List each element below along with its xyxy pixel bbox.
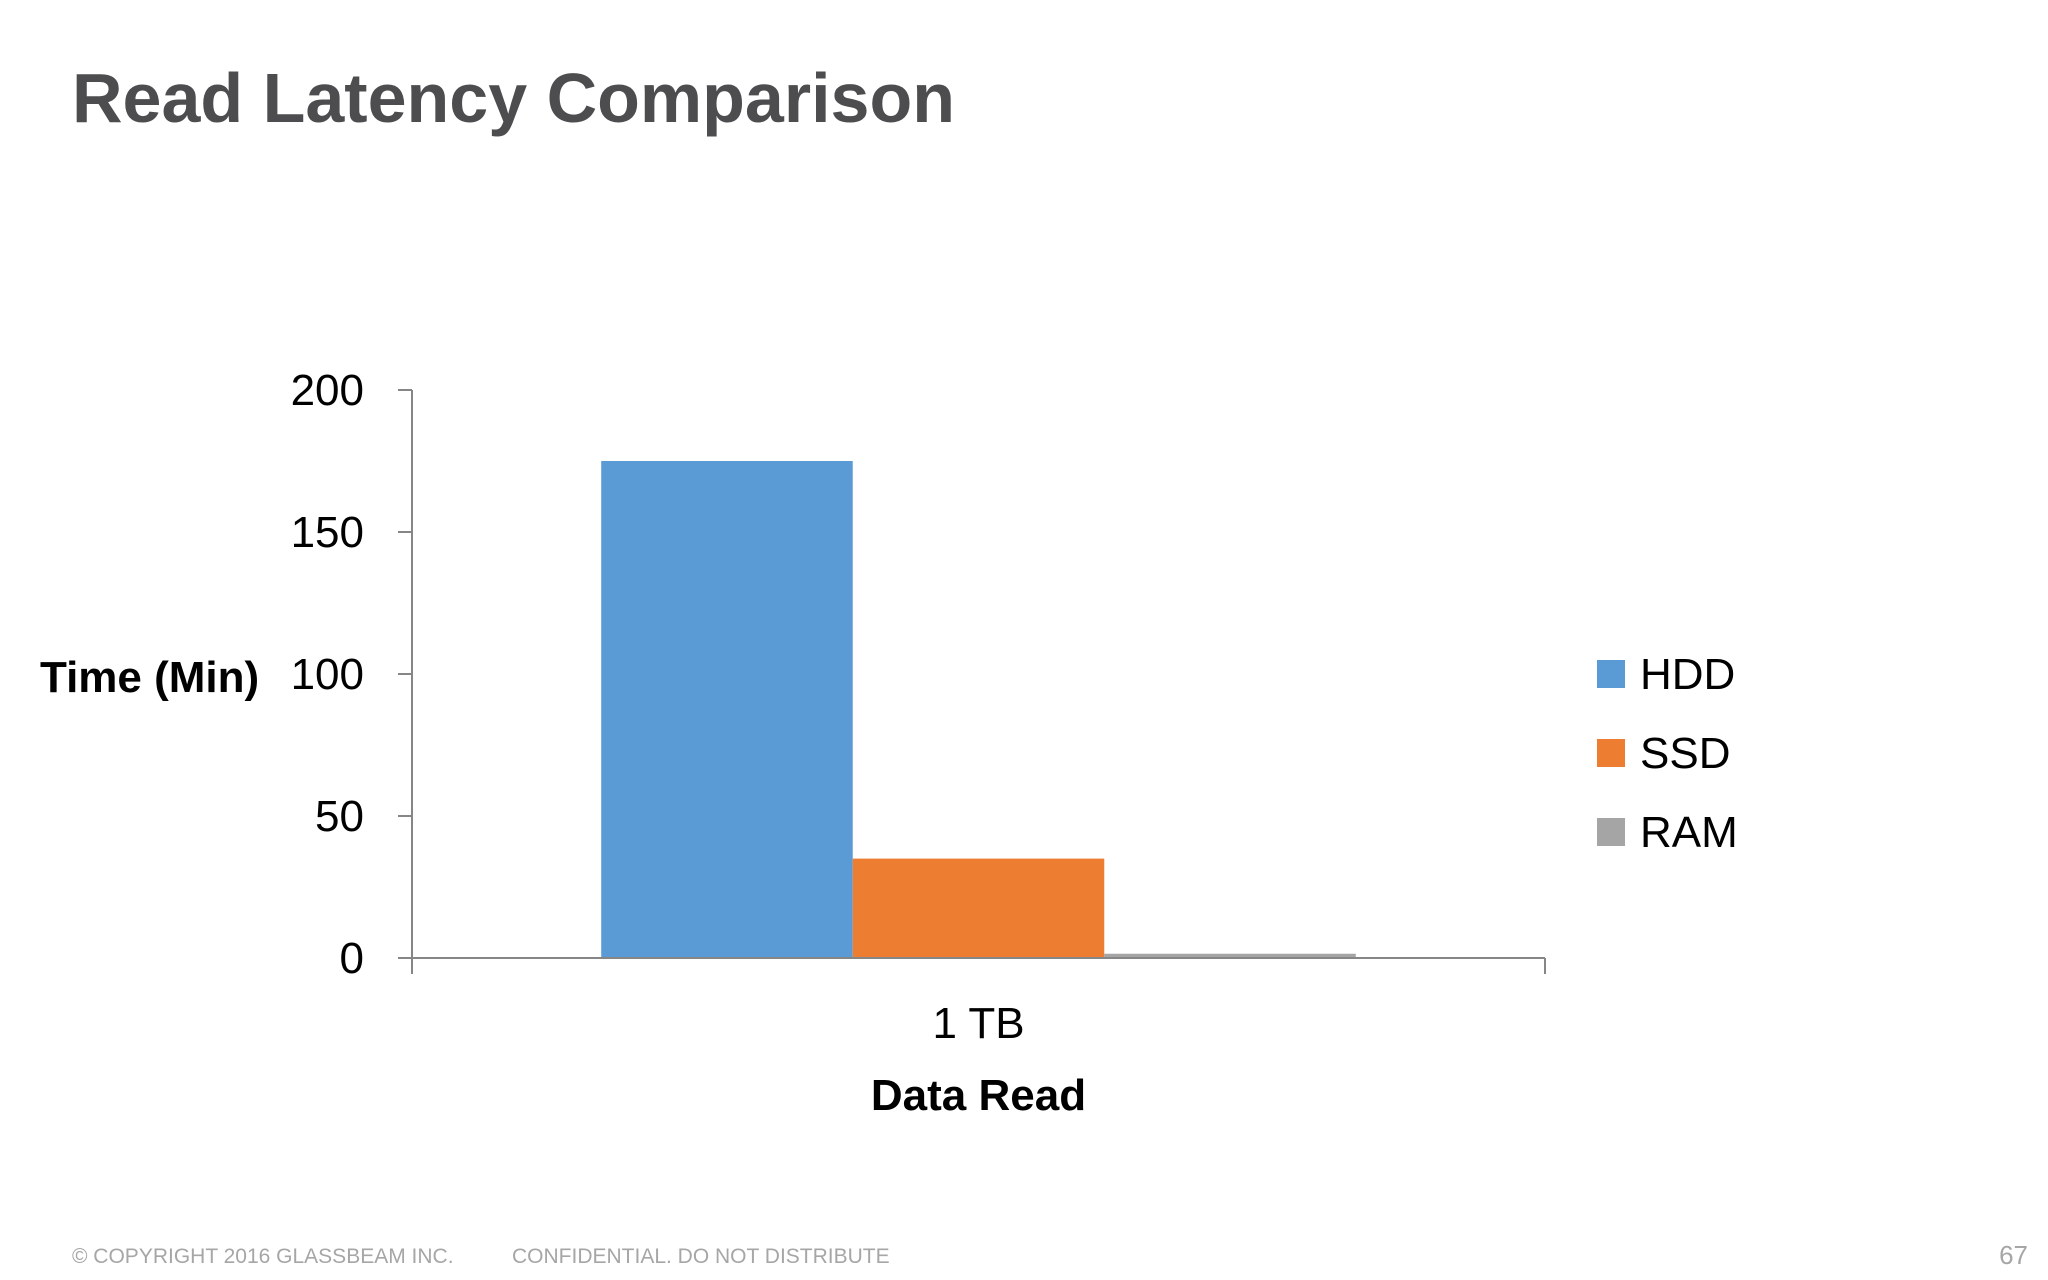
y-tick-label: 50 [315, 792, 364, 841]
y-tick-label: 100 [291, 650, 364, 699]
bar-ram [1104, 953, 1356, 958]
legend-label-hdd: HDD [1640, 650, 1735, 699]
bar-hdd [601, 461, 853, 958]
x-tick-label: 1 TB [932, 999, 1024, 1048]
legend-swatch-hdd [1597, 660, 1625, 688]
y-tick-label: 150 [291, 508, 364, 557]
page-number: 67 [1999, 1240, 2028, 1270]
x-axis-label: Data Read [871, 1071, 1086, 1120]
legend-label-ssd: SSD [1640, 729, 1730, 778]
legend-swatch-ram [1597, 818, 1625, 846]
bars [601, 461, 1356, 958]
footer-confidential: CONFIDENTIAL. DO NOT DISTRIBUTE [512, 1245, 890, 1268]
legend-swatch-ssd [1597, 739, 1625, 767]
x-axis-ticks: 1 TB [411, 958, 1546, 1048]
bar-chart: 0 50 100 150 200 1 TB Time (Min) Data Read H… [40, 366, 1738, 1120]
slide-title: Read Latency Comparison [72, 59, 955, 137]
y-axis-label: Time (Min) [40, 653, 259, 702]
footer-copyright: © COPYRIGHT 2016 GLASSBEAM INC. [72, 1245, 454, 1268]
y-axis-ticks: 0 50 100 150 200 [291, 366, 412, 983]
y-tick-label: 200 [291, 366, 364, 415]
legend: HDD SSD RAM [1597, 650, 1738, 857]
bar-ssd [852, 858, 1105, 958]
legend-label-ram: RAM [1640, 808, 1738, 857]
y-tick-label: 0 [340, 934, 364, 983]
